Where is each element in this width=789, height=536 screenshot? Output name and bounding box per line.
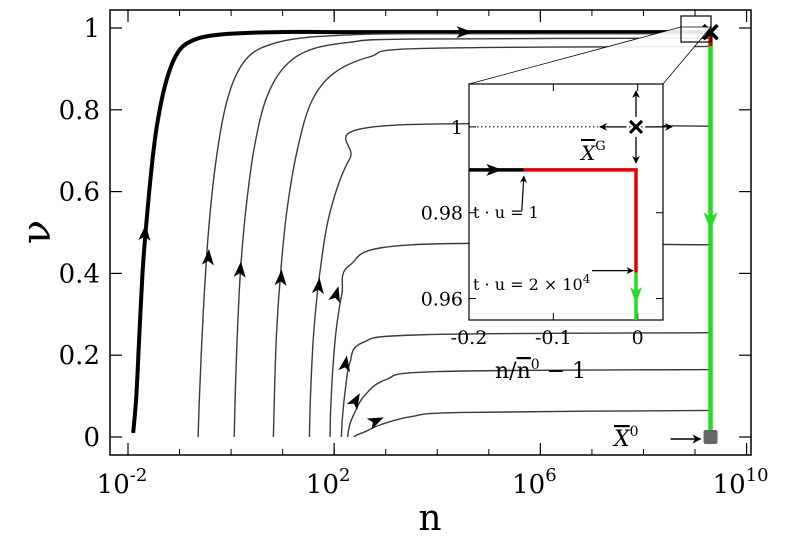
flow-arrow: [201, 249, 214, 266]
y-axis-label: ν: [14, 220, 60, 244]
green-arrow: [703, 212, 718, 231]
flow-arrow: [346, 393, 360, 411]
inset-y-tick-label: 1: [451, 117, 463, 139]
inset-zoom-wedge: [468, 26, 712, 85]
series-line-8: [353, 409, 711, 438]
inset: 0.96 0.98 1 -0.2 -0.1 0 n/n0 − 1 t · u = 1 t …: [421, 15, 712, 384]
flow-arrow: [233, 261, 246, 278]
flow-arrow: [456, 26, 473, 39]
inset-black-arrow: [486, 163, 503, 176]
series-line-1: [197, 32, 711, 438]
x-axis: 10-2 102 106 1010: [97, 10, 769, 500]
annotation-tu1: t · u = 1: [473, 203, 539, 222]
inset-x-tick-label: -0.1: [535, 327, 572, 349]
inset-green-arrow: [630, 287, 643, 304]
inset-axes: 0.96 0.98 1 -0.2 -0.1 0: [421, 84, 663, 349]
start-point-label: X0: [612, 424, 639, 452]
flow-arrow: [311, 277, 324, 295]
inset-fixed-point: [628, 119, 644, 134]
annotation-tu2: t · u = 2 × 104: [473, 272, 591, 294]
inset-x-label: n/n0 − 1: [495, 357, 586, 384]
y-tick-label: 0.6: [59, 178, 100, 208]
flow-arrows: [138, 26, 473, 430]
trajectory-curves: [131, 29, 711, 438]
inset-x-tick-label: 0: [632, 327, 644, 349]
x-tick-label: 106: [512, 465, 557, 500]
flow-arrow: [138, 224, 151, 241]
green-path: [703, 32, 718, 437]
y-tick-label: 0.8: [59, 96, 100, 126]
x-axis-label: n: [418, 498, 441, 536]
inset-x-tick-label: -0.2: [451, 327, 488, 349]
x-tick-label: 10-2: [97, 465, 148, 500]
annotation-arrow-1: [519, 175, 528, 211]
series-line-2: [233, 37, 711, 438]
flow-arrow: [366, 417, 384, 430]
inset-paths: [469, 90, 673, 320]
start-marker: [703, 430, 718, 444]
inset-red-path: [523, 168, 638, 273]
flow-arrow: [274, 269, 287, 286]
y-tick-label: 0.2: [59, 341, 100, 371]
y-tick-label: 0.4: [59, 259, 100, 289]
inset-y-tick-label: 0.98: [421, 203, 463, 225]
x-tick-label: 1010: [713, 465, 769, 500]
inset-y-tick-label: 0.96: [421, 289, 463, 311]
fixed-point-label: XG: [579, 139, 606, 165]
plot-frame: [109, 9, 752, 456]
series-line-6: [340, 332, 711, 438]
series-line-3: [272, 45, 711, 438]
y-tick-label: 0: [83, 423, 100, 453]
y-axis: 0 0.2 0.4 0.6 0.8 1: [59, 14, 751, 453]
flow-arrow: [338, 355, 351, 373]
flow-arrow: [328, 286, 341, 304]
x-tick-label: 102: [306, 465, 351, 500]
zoom-box: [680, 15, 712, 43]
series-line-0: [131, 29, 711, 434]
y-tick-label: 1: [83, 14, 100, 44]
series-line-7: [346, 368, 711, 438]
